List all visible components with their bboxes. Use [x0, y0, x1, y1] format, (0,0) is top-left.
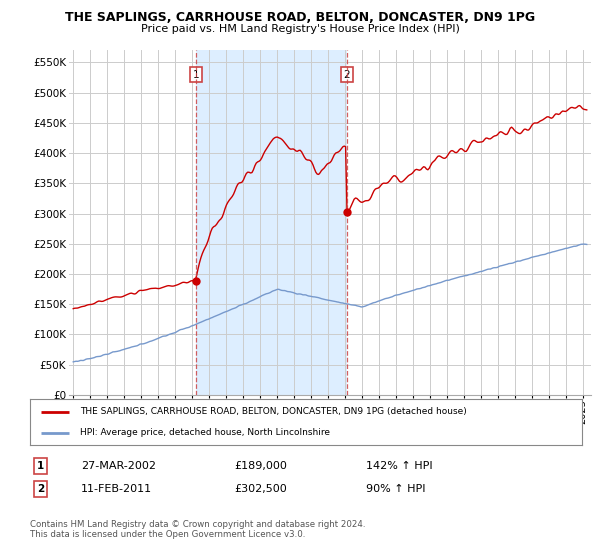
Text: 2: 2: [37, 484, 44, 494]
Text: 1: 1: [37, 461, 44, 471]
Text: 142% ↑ HPI: 142% ↑ HPI: [366, 461, 433, 471]
Text: HPI: Average price, detached house, North Lincolnshire: HPI: Average price, detached house, Nort…: [80, 428, 329, 437]
Text: 90% ↑ HPI: 90% ↑ HPI: [366, 484, 425, 494]
Bar: [196, 50, 347, 395]
Text: Contains HM Land Registry data © Crown copyright and database right 2024.
This d: Contains HM Land Registry data © Crown c…: [30, 520, 365, 539]
Text: £189,000: £189,000: [234, 461, 287, 471]
Text: THE SAPLINGS, CARRHOUSE ROAD, BELTON, DONCASTER, DN9 1PG (detached house): THE SAPLINGS, CARRHOUSE ROAD, BELTON, DO…: [80, 407, 466, 416]
Text: THE SAPLINGS, CARRHOUSE ROAD, BELTON, DONCASTER, DN9 1PG: THE SAPLINGS, CARRHOUSE ROAD, BELTON, DO…: [65, 11, 535, 24]
Text: 2: 2: [344, 69, 350, 80]
Text: 1: 1: [193, 69, 199, 80]
Text: 27-MAR-2002: 27-MAR-2002: [81, 461, 156, 471]
Text: £302,500: £302,500: [234, 484, 287, 494]
Text: Price paid vs. HM Land Registry's House Price Index (HPI): Price paid vs. HM Land Registry's House …: [140, 24, 460, 34]
Text: 11-FEB-2011: 11-FEB-2011: [81, 484, 152, 494]
